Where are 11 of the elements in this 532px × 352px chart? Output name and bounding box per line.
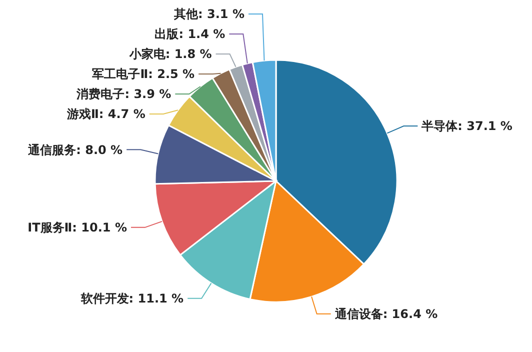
slice-label: 其他: 3.1 % <box>173 7 244 22</box>
slice-label: 军工电子Ⅱ: 2.5 % <box>92 67 195 82</box>
slice-label: IT服务Ⅱ: 10.1 % <box>28 220 127 235</box>
slice-label: 游戏Ⅱ: 4.7 % <box>66 107 146 122</box>
slice-label: 通信服务: 8.0 % <box>27 142 123 157</box>
slice-label: 通信设备: 16.4 % <box>334 307 438 322</box>
slice-label: 软件开发: 11.1 % <box>80 292 184 306</box>
slice-label: 半导体: 37.1 % <box>420 119 512 134</box>
slice-label: 出版: 1.4 % <box>154 27 226 42</box>
slice-label: 消费电子: 3.9 % <box>76 87 172 102</box>
slice-label: 小家电: 1.8 % <box>128 47 212 62</box>
